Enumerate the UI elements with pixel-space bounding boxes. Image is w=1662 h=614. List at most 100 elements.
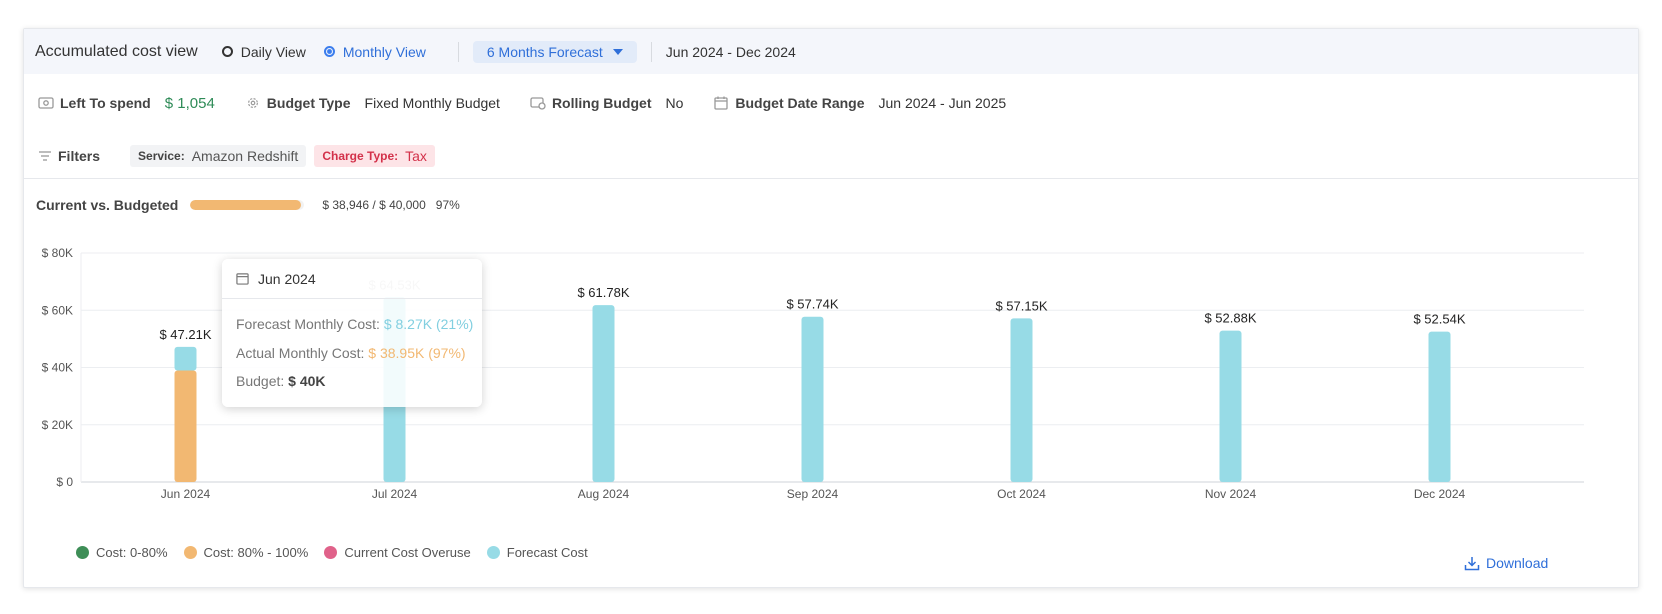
legend-swatch — [324, 546, 338, 559]
x-tick-label: Oct 2024 — [997, 487, 1046, 501]
filter-icon — [39, 151, 51, 161]
x-tick-label: Nov 2024 — [1205, 487, 1257, 501]
tooltip-actual-label: Actual Monthly Cost: — [236, 345, 365, 361]
calendar-icon — [714, 96, 729, 110]
money-icon — [38, 97, 54, 109]
tooltip-forecast-row: Forecast Monthly Cost: $ 8.27K (21%) — [236, 316, 473, 332]
filters-label: Filters — [58, 148, 101, 164]
filter-chip-charge-type[interactable]: Charge Type: Tax — [314, 145, 435, 167]
x-tick-label: Aug 2024 — [578, 487, 630, 501]
x-tick-label: Jul 2024 — [372, 487, 418, 501]
header-date-range: Jun 2024 - Dec 2024 — [665, 43, 796, 60]
forecast-dropdown[interactable]: 6 Months Forecast — [472, 40, 637, 63]
tooltip-forecast-label: Forecast Monthly Cost: — [236, 316, 380, 332]
legend-label: Forecast Cost — [506, 545, 588, 560]
legend-item[interactable]: Current Cost Overuse — [324, 545, 471, 560]
monthly-view-label: Monthly View — [342, 43, 426, 60]
legend-item[interactable]: Cost: 0-80% — [76, 545, 168, 560]
filters-button[interactable]: Filters — [38, 148, 100, 164]
legend-item[interactable]: Cost: 80% - 100% — [183, 545, 309, 560]
budget-type-value: Fixed Monthly Budget — [364, 95, 500, 111]
tooltip-budget-row: Budget: $ 40K — [236, 373, 326, 389]
y-tick-label: $ 20K — [42, 418, 73, 432]
filter-chip-value: Tax — [405, 148, 427, 164]
x-tick-label: Dec 2024 — [1414, 487, 1466, 501]
radio-selected-icon — [323, 46, 335, 57]
divider — [457, 41, 459, 62]
chart-tooltip: Jun 2024 Forecast Monthly Cost: $ 8.27K … — [222, 259, 482, 407]
download-icon — [1464, 556, 1480, 570]
filter-chip-value: Amazon Redshift — [191, 148, 299, 164]
caret-down-icon — [612, 48, 623, 55]
chart-legend: Cost: 0-80% Cost: 80% - 100% Current Cost … — [76, 545, 604, 560]
tooltip-actual-value: $ 38.95K (97%) — [368, 345, 466, 361]
forecast-bar — [174, 346, 197, 371]
tooltip-month: Jun 2024 — [258, 270, 316, 287]
legend-label: Cost: 80% - 100% — [203, 545, 309, 560]
accumulated-cost-card: Accumulated cost view Daily View Monthly… — [23, 28, 1639, 588]
budget-date-range-value: Jun 2024 - Jun 2025 — [878, 95, 1007, 111]
divider — [650, 41, 652, 62]
filter-chip-service[interactable]: Service: Amazon Redshift — [130, 145, 307, 167]
progress-label: Current vs. Budgeted — [36, 197, 179, 213]
legend-label: Cost: 0-80% — [96, 545, 168, 560]
daily-view-radio[interactable]: Daily View — [221, 44, 306, 60]
bar-value-label: $ 57.15K — [995, 298, 1047, 313]
calendar-icon — [236, 273, 249, 285]
y-tick-label: $ 0 — [56, 475, 73, 489]
bar-value-label: $ 52.88K — [1204, 311, 1256, 326]
y-tick-label: $ 40K — [42, 361, 73, 375]
legend-swatch — [486, 546, 500, 559]
bar-value-label: $ 61.78K — [577, 285, 629, 300]
budget-progress: Current vs. Budgeted $ 38,946 / $ 40,000… — [36, 197, 460, 213]
actual-cost-bar — [174, 370, 197, 482]
rolling-money-icon — [530, 97, 546, 110]
budget-date-range: Budget Date Range Jun 2024 - Jun 2025 — [713, 95, 1006, 111]
filters-row: Filters Service: Amazon Redshift Charge … — [38, 144, 443, 168]
y-tick-label: $ 60K — [42, 303, 73, 317]
forecast-dropdown-label: 6 Months Forecast — [486, 43, 603, 60]
forecast-bar — [1219, 330, 1242, 482]
left-to-spend-value: $ 1,054 — [164, 94, 215, 112]
bar-value-label: $ 57.74K — [786, 297, 838, 312]
budget-info-row: Left To spend $ 1,054 Budget Type Fixed … — [38, 91, 1036, 115]
forecast-bar — [801, 316, 824, 482]
card-title: Accumulated cost view — [35, 42, 198, 60]
progress-bar — [190, 200, 305, 210]
progress-bar-fill — [190, 200, 301, 210]
tooltip-actual-row: Actual Monthly Cost: $ 38.95K (97%) — [236, 345, 466, 361]
forecast-bar — [592, 305, 615, 482]
filter-chip-key: Charge Type: — [322, 149, 399, 163]
download-button[interactable]: Download — [1464, 555, 1548, 571]
bar-value-label: $ 52.54K — [1413, 312, 1465, 327]
filter-chip-key: Service: — [138, 149, 185, 163]
progress-amount: $ 38,946 / $ 40,000 — [322, 198, 426, 212]
monthly-view-radio[interactable]: Monthly View — [323, 43, 426, 60]
rolling-budget-label: Rolling Budget — [551, 95, 652, 111]
tooltip-header: Jun 2024 — [222, 259, 482, 299]
legend-swatch — [76, 546, 89, 559]
tooltip-budget-value: $ 40K — [288, 373, 326, 389]
budget-date-range-label: Budget Date Range — [735, 95, 865, 111]
legend-label: Current Cost Overuse — [344, 545, 471, 560]
x-tick-label: Sep 2024 — [787, 487, 839, 501]
tooltip-forecast-value: $ 8.27K (21%) — [383, 316, 474, 332]
forecast-bar — [1010, 318, 1033, 482]
cost-bar-chart: $ 0 $ 20K $ 40K $ 60K $ 80K $ 47.21K Jun 2024 $… — [42, 246, 1584, 501]
tooltip-budget-label: Budget: — [236, 373, 285, 389]
budget-type: Budget Type Fixed Monthly Budget — [245, 95, 500, 111]
forecast-bar — [1428, 331, 1451, 482]
budget-type-label: Budget Type — [266, 95, 351, 111]
progress-percent: 97% — [435, 198, 460, 212]
download-label: Download — [1486, 555, 1549, 571]
radio-icon — [221, 46, 233, 57]
section-divider — [24, 178, 1638, 179]
rolling-budget-value: No — [665, 95, 684, 111]
card-header: Accumulated cost view Daily View Monthly… — [24, 29, 1638, 74]
legend-swatch — [183, 546, 197, 559]
gear-icon — [247, 98, 258, 108]
left-to-spend-label: Left To spend — [60, 95, 151, 111]
legend-item[interactable]: Forecast Cost — [486, 545, 588, 560]
left-to-spend: Left To spend $ 1,054 — [38, 95, 215, 112]
y-tick-label: $ 80K — [42, 246, 73, 260]
